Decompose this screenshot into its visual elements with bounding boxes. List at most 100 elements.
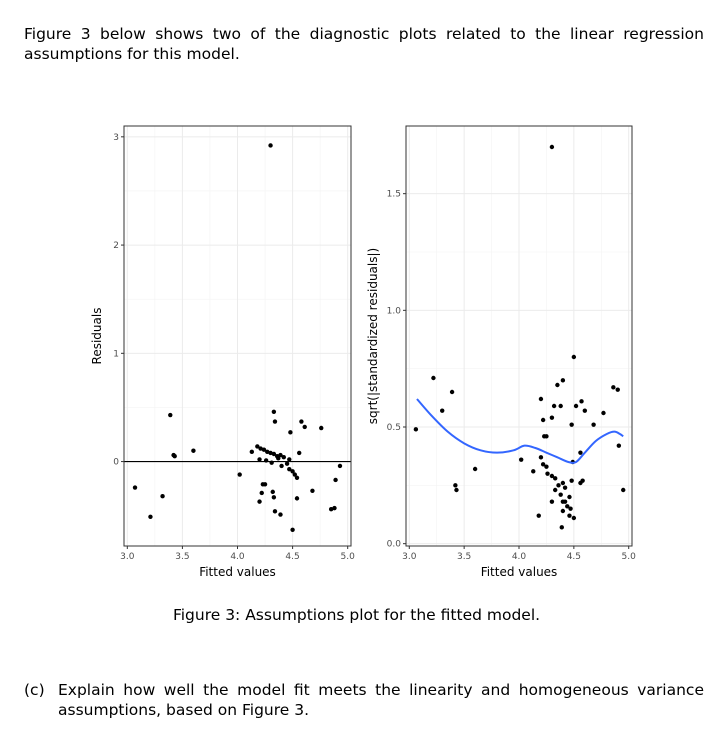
- data-point: [279, 463, 284, 469]
- data-point: [453, 483, 458, 488]
- data-point: [132, 485, 138, 490]
- data-point: [567, 513, 572, 518]
- y-axis-title: Residuals: [90, 308, 104, 365]
- data-point: [297, 450, 302, 456]
- data-point: [611, 385, 616, 390]
- data-point: [591, 422, 596, 427]
- data-point: [262, 482, 268, 487]
- data-point: [562, 499, 568, 504]
- data-point: [551, 403, 557, 409]
- data-point: [549, 473, 555, 479]
- data-point: [558, 403, 563, 409]
- data-point: [549, 499, 555, 504]
- panel-1: 3.0 3.5 4.0 4.5 5.0 0 1 2 3 Fitted values Residual…: [90, 125, 356, 579]
- data-point: [276, 456, 281, 461]
- x-tick-label: 3.5: [457, 552, 471, 562]
- data-point: [271, 451, 277, 457]
- data-point: [560, 508, 566, 514]
- data-point: [440, 408, 445, 413]
- data-point: [257, 499, 262, 504]
- data-point: [573, 403, 579, 409]
- data-point: [290, 527, 295, 532]
- data-point: [531, 469, 536, 474]
- data-point: [278, 512, 283, 517]
- data-point: [172, 453, 177, 459]
- data-point: [560, 378, 566, 383]
- data-point: [287, 457, 292, 462]
- data-point: [272, 419, 278, 424]
- figure-3: 3.0 3.5 4.0 4.5 5.0 0 1 2 3 Fitted values Residual…: [90, 125, 637, 579]
- x-tick-label: 4.0: [230, 552, 245, 562]
- data-point: [272, 509, 278, 514]
- data-point: [615, 387, 620, 392]
- question-label: (c): [24, 681, 45, 699]
- y-tick-label: 0.5: [387, 423, 401, 433]
- data-point: [431, 375, 436, 381]
- data-point: [621, 487, 626, 493]
- data-point: [578, 450, 583, 455]
- x-tick-label: 5.0: [622, 552, 637, 562]
- y-tick-label: 1.0: [387, 306, 402, 316]
- data-point: [288, 430, 293, 435]
- data-point: [553, 487, 558, 493]
- data-point: [571, 515, 577, 521]
- y-tick-label: 3: [113, 133, 119, 143]
- data-point: [271, 495, 277, 500]
- data-point: [555, 382, 560, 388]
- data-point: [332, 505, 337, 511]
- data-point: [549, 144, 555, 150]
- data-point: [281, 455, 286, 460]
- data-point: [540, 462, 546, 467]
- question-c: (c) Explain how well the model fit meets…: [24, 680, 704, 720]
- data-point: [568, 506, 573, 511]
- data-point: [148, 514, 153, 519]
- y-tick-label: 0.0: [387, 540, 402, 550]
- data-point: [255, 444, 260, 449]
- data-point: [542, 434, 547, 439]
- data-point: [333, 477, 338, 483]
- x-tick-label: 4.0: [512, 552, 527, 562]
- x-axis-title: Fitted values: [481, 565, 558, 579]
- figure-caption: Figure 3: Assumptions plot for the fitte…: [172, 606, 541, 624]
- data-point: [328, 506, 334, 512]
- x-tick-label: 5.0: [341, 552, 356, 562]
- data-point: [292, 472, 298, 477]
- data-point: [319, 425, 324, 431]
- data-point: [472, 466, 478, 472]
- data-point: [249, 449, 255, 455]
- data-point: [269, 460, 274, 465]
- data-point: [569, 478, 574, 483]
- data-point: [257, 457, 262, 462]
- data-point: [580, 478, 585, 483]
- x-tick-label: 4.5: [567, 552, 581, 562]
- data-point: [302, 424, 307, 430]
- y-tick-label: 1.5: [387, 190, 401, 200]
- data-point: [294, 496, 300, 501]
- data-point: [559, 525, 564, 530]
- y-tick-label: 1: [113, 349, 119, 359]
- data-point: [259, 490, 264, 496]
- data-point: [558, 492, 563, 497]
- data-point: [536, 513, 541, 518]
- x-tick-label: 3.0: [402, 552, 417, 562]
- data-point: [268, 450, 273, 456]
- data-point: [284, 461, 290, 466]
- data-point: [601, 410, 606, 416]
- x-tick-label: 3.0: [120, 552, 135, 562]
- data-point: [540, 417, 546, 423]
- data-point: [271, 409, 277, 414]
- data-point: [168, 412, 173, 418]
- data-point: [268, 143, 273, 148]
- data-point: [310, 488, 315, 493]
- intro-paragraph: Figure 3 below shows two of the diagnost…: [24, 25, 704, 63]
- data-point: [545, 471, 550, 476]
- data-point: [413, 427, 419, 432]
- x-axis-title: Fitted values: [199, 565, 276, 579]
- data-point: [560, 480, 566, 486]
- data-point: [562, 485, 568, 490]
- data-point: [265, 449, 270, 455]
- question-text: Explain how well the model fit meets the…: [58, 681, 704, 719]
- data-point: [160, 494, 165, 499]
- data-point: [582, 408, 588, 413]
- data-point: [518, 457, 524, 462]
